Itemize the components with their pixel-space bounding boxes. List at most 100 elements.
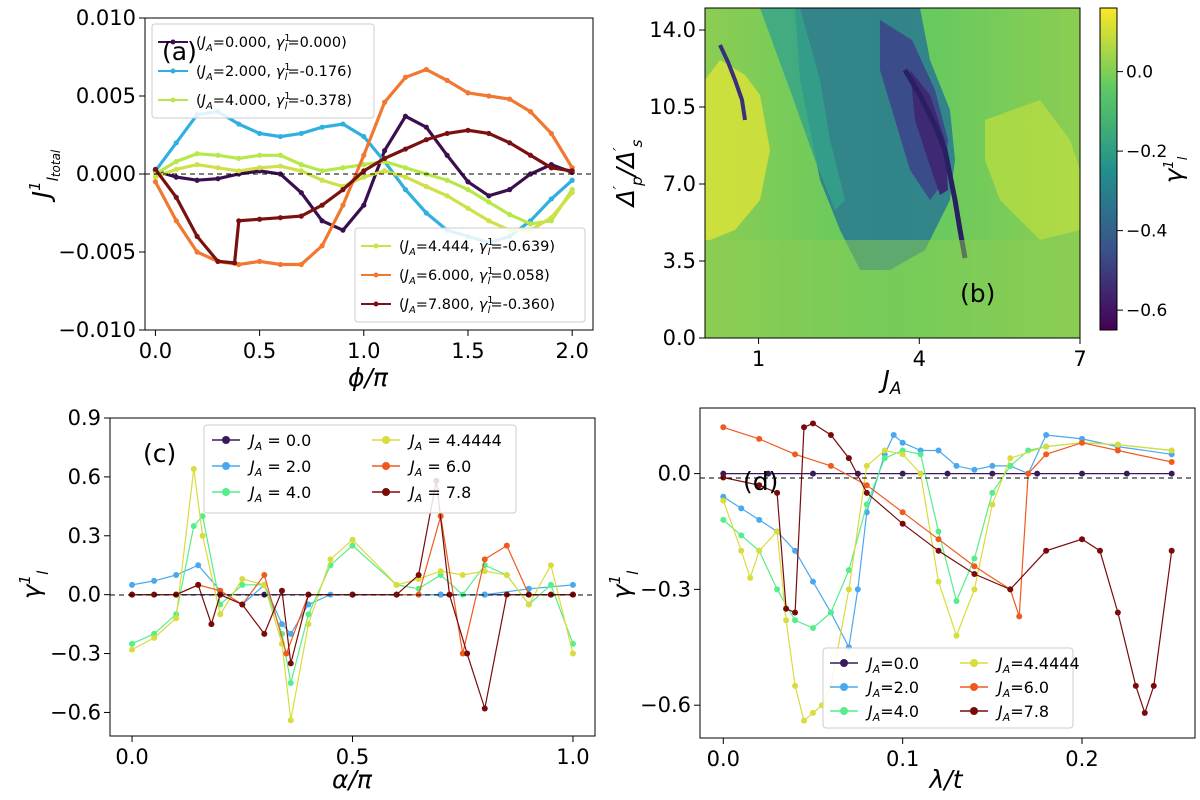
data-point — [340, 202, 346, 208]
ytick-label: 0.0 — [658, 462, 691, 486]
panel-b-heatmap — [705, 8, 1080, 338]
ytick-label: 0.3 — [68, 524, 101, 548]
data-point — [481, 705, 488, 712]
legend-swatch-marker — [840, 659, 848, 667]
data-point — [774, 489, 781, 496]
data-point — [298, 190, 304, 196]
panel-b-frame — [704, 7, 1081, 339]
data-point — [845, 567, 852, 574]
data-point — [548, 215, 554, 221]
xtick-label: 0.5 — [336, 745, 369, 769]
data-point — [801, 717, 808, 724]
data-point — [756, 435, 763, 442]
series-line — [154, 128, 573, 265]
legend-swatch-marker — [222, 462, 230, 470]
data-point — [195, 581, 202, 588]
data-point — [382, 155, 388, 161]
data-point — [402, 174, 409, 180]
data-point — [1096, 547, 1103, 554]
data-point — [402, 113, 409, 119]
panel-b: 1 4 7 14.0 10.5 7.0 3.5 0.0 JA Δ′p/Δ′s (b) 0.0 −… — [610, 7, 1191, 399]
data-point — [548, 196, 554, 202]
data-point — [854, 586, 861, 593]
data-point — [971, 466, 978, 473]
data-point — [464, 650, 471, 657]
ytick-label: 0.0 — [663, 326, 696, 350]
data-point — [863, 501, 870, 508]
data-point — [215, 165, 221, 171]
data-point — [287, 630, 294, 637]
ytick-label: 0.010 — [76, 6, 136, 30]
data-point — [809, 625, 816, 631]
data-point — [1114, 447, 1121, 454]
data-point — [446, 591, 453, 598]
panel-d: 0.0 0.1 0.2 0.0 −0.3 −0.6 λ/t γ1l JA=0.0JA=2.… — [606, 407, 1196, 794]
data-point — [382, 148, 388, 154]
data-point — [327, 556, 334, 563]
data-point — [507, 140, 513, 146]
data-point — [507, 187, 513, 193]
legend-swatch-marker — [970, 707, 978, 715]
data-point — [194, 249, 200, 255]
data-point — [194, 177, 200, 183]
data-point — [547, 591, 554, 598]
data-point — [953, 462, 960, 469]
data-point — [1016, 613, 1023, 620]
legend-entry: (JA=4.000, γ1 l=-0.378) — [196, 91, 352, 112]
series-line — [722, 434, 1172, 650]
data-point — [809, 578, 816, 585]
legend-swatch-marker — [382, 462, 390, 470]
data-point — [199, 532, 206, 539]
xtick-label: 0.0 — [139, 339, 172, 363]
legend-swatch-marker — [970, 683, 978, 691]
legend-swatch-marker — [373, 272, 379, 278]
data-point — [361, 168, 367, 174]
panel-c-xlabel: α/π — [332, 765, 373, 794]
legend-entry: (JA=7.800, γ1 l=-0.360) — [399, 295, 555, 316]
data-point — [261, 581, 268, 588]
data-point — [277, 215, 284, 221]
data-point — [792, 617, 799, 624]
data-point — [486, 130, 492, 137]
data-point — [989, 462, 996, 469]
data-point — [1079, 470, 1086, 477]
xtick-label: 0.1 — [886, 747, 919, 771]
data-point — [423, 183, 429, 190]
data-point — [217, 611, 224, 618]
data-point — [527, 109, 534, 115]
data-point — [319, 243, 325, 249]
data-point — [239, 575, 246, 582]
data-point — [525, 601, 532, 608]
data-point — [382, 99, 388, 105]
legend-swatch-marker — [840, 707, 848, 715]
data-point — [423, 210, 429, 216]
data-point — [152, 179, 159, 185]
data-point — [173, 615, 180, 622]
data-point — [792, 682, 799, 689]
data-point — [173, 166, 179, 172]
legend-entry: JA = 4.0 — [247, 483, 311, 505]
data-point — [547, 581, 554, 588]
data-point — [527, 171, 534, 177]
data-point — [548, 130, 554, 137]
xtick-label: 0.2 — [1065, 747, 1098, 771]
legend-entry: (JA=0.000, γ1 l=0.000) — [196, 33, 347, 54]
ytick-label: 0.000 — [76, 162, 136, 186]
panel-a-label: (a) — [162, 37, 197, 66]
panel-b-colorbar: 0.0 −0.2 −0.4 −0.6 γ1l — [1099, 7, 1191, 331]
data-point — [971, 555, 978, 562]
series-line — [723, 422, 1173, 715]
data-point — [437, 568, 444, 575]
data-point — [507, 211, 513, 218]
data-point — [173, 218, 179, 224]
legend-entry: JA = 6.0 — [407, 457, 471, 479]
panel-a-legend-lower: (JA=4.444, γ1 l=-0.639) (JA=6.000, γ1 l=0.0… — [354, 227, 586, 323]
legend-entry: JA = 0.0 — [247, 431, 311, 453]
data-point — [152, 174, 159, 180]
colorbar-tick-label: 0.0 — [1126, 63, 1153, 83]
xtick-label: 0.0 — [707, 747, 740, 771]
legend-swatch-marker — [970, 659, 978, 667]
panel-b-ylabel: Δ′p/Δ′s — [610, 139, 646, 208]
data-point — [402, 146, 409, 152]
